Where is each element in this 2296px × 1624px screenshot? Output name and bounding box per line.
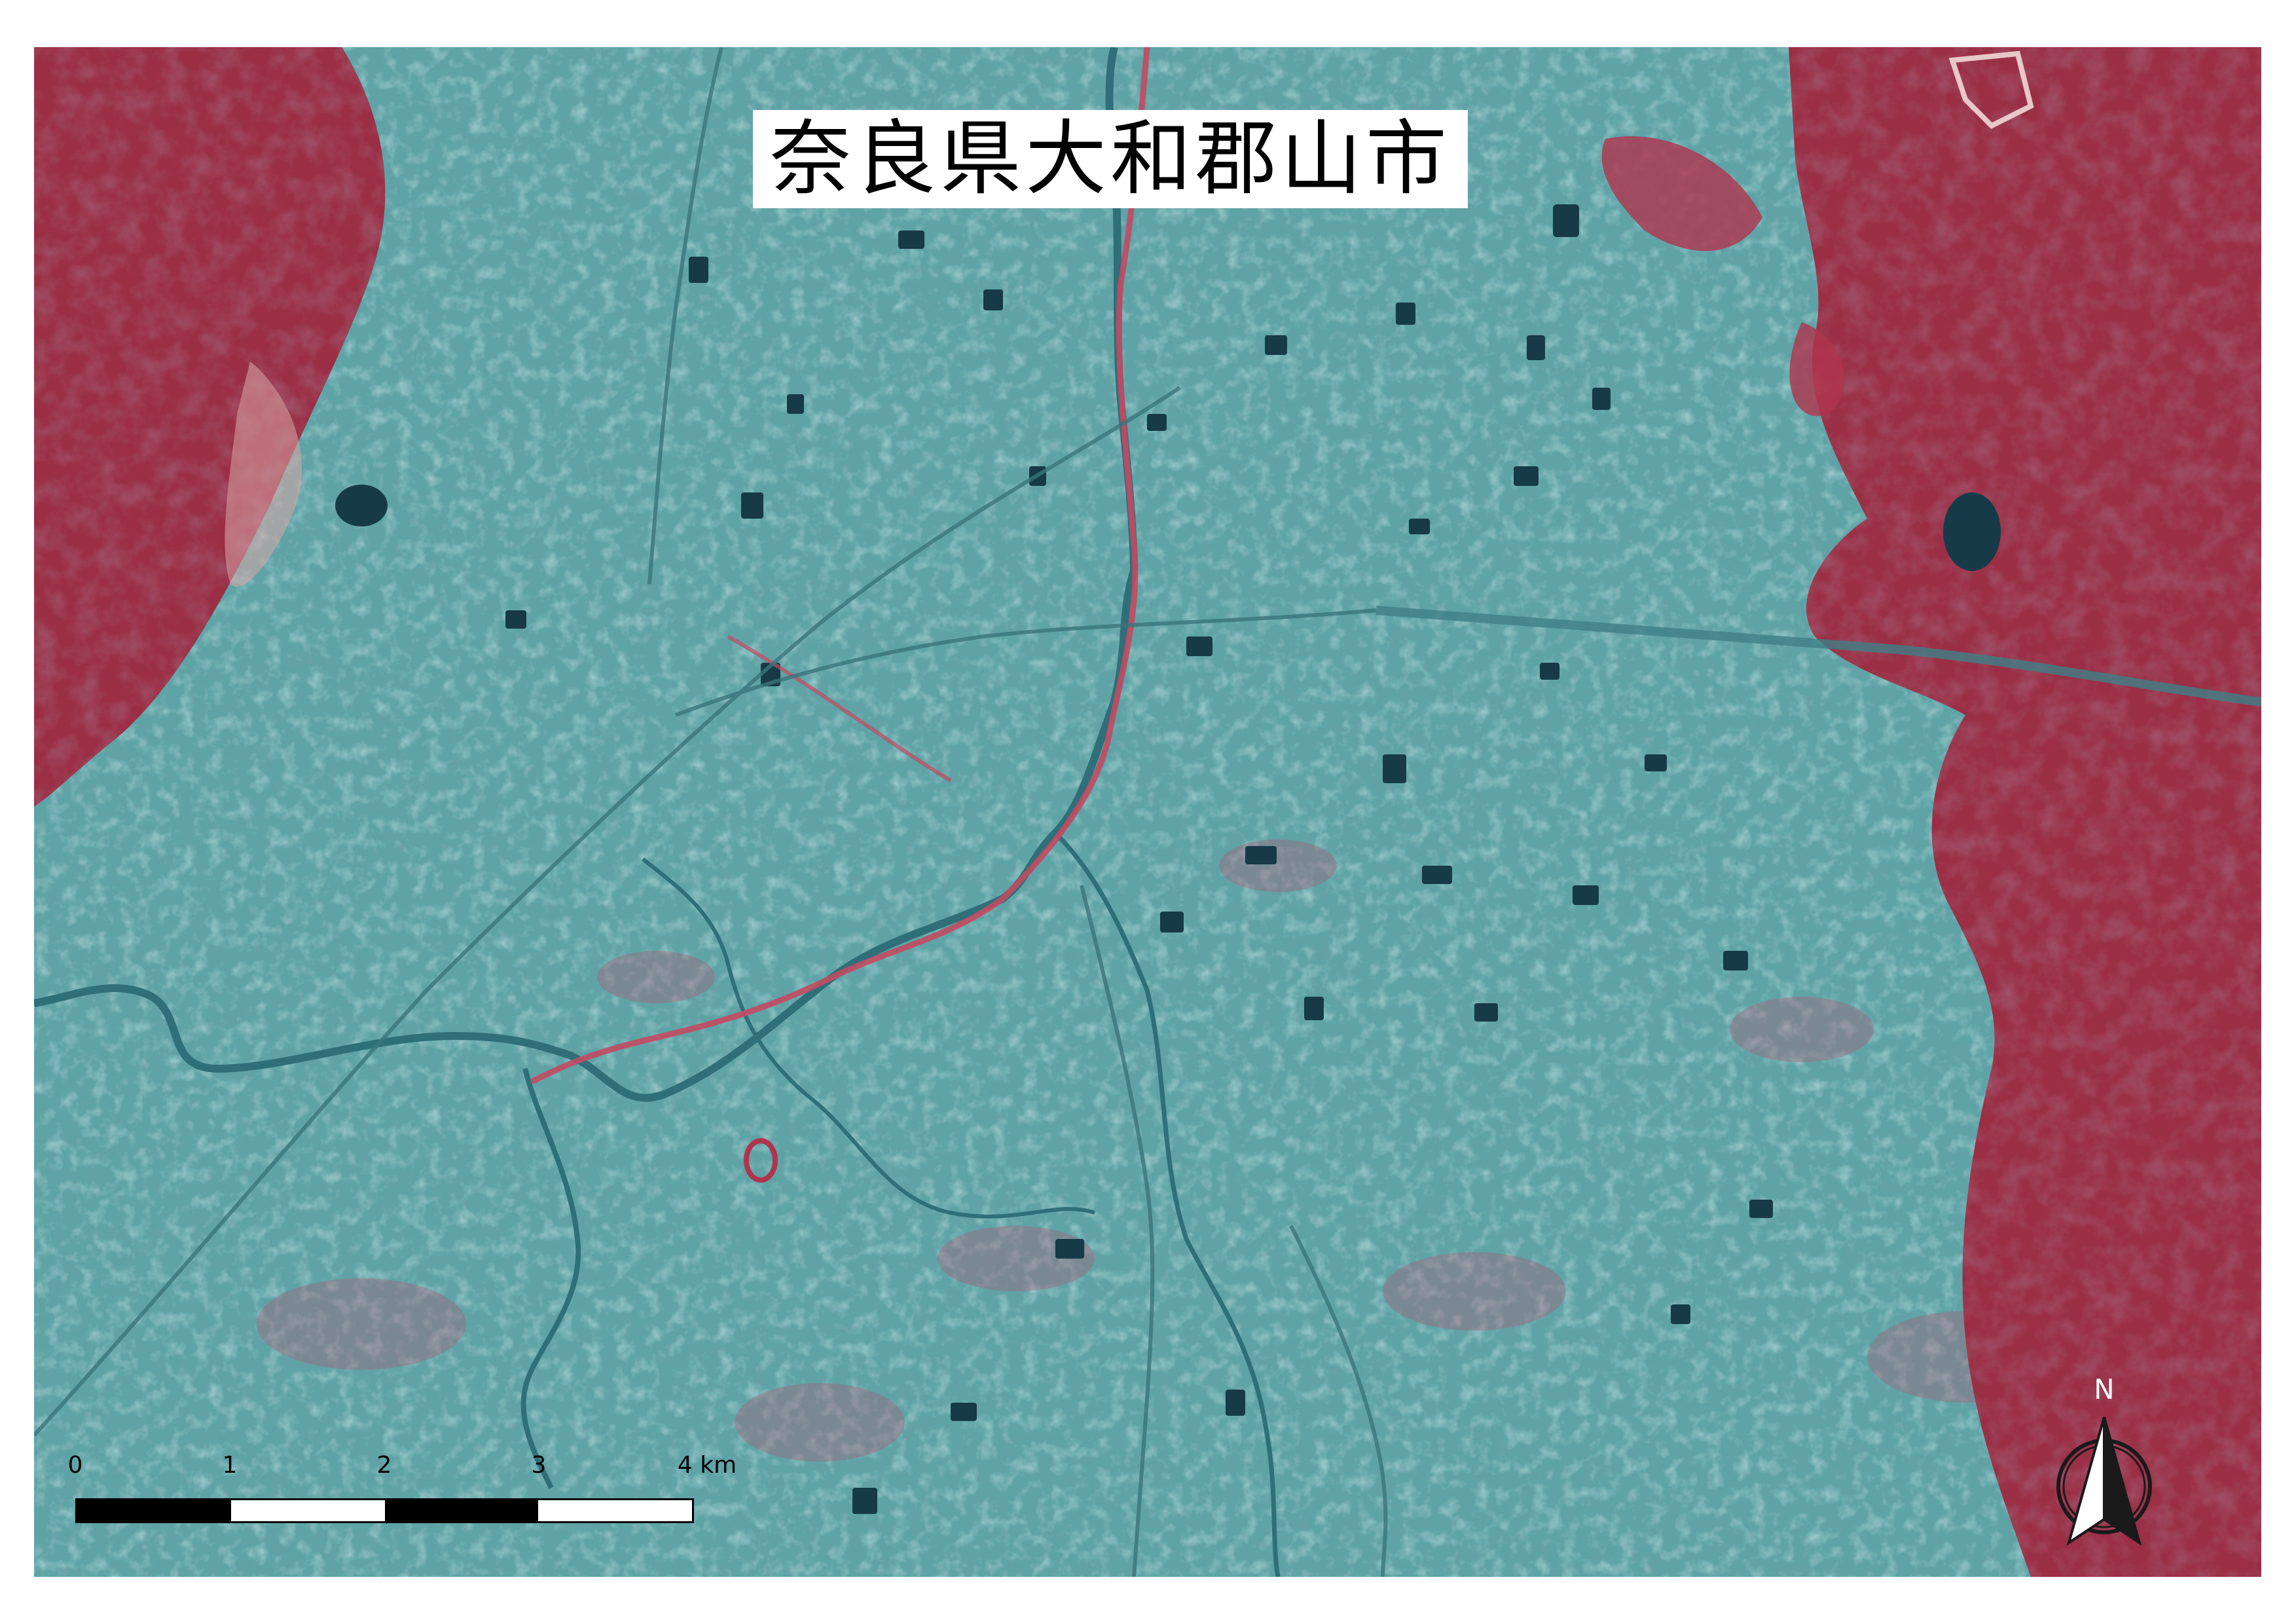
scale-label-4: 4 km <box>677 1452 737 1479</box>
scale-bar <box>75 1498 694 1523</box>
roads <box>34 47 1388 1577</box>
oval-track <box>744 1138 778 1183</box>
scale-label-2: 2 <box>376 1452 392 1479</box>
north-arrow-icon <box>2056 1416 2152 1546</box>
forest-west <box>34 47 388 807</box>
north-label: N <box>2094 1373 2115 1405</box>
map-title: 奈良県大和郡山市 <box>753 110 1468 208</box>
ponds <box>505 204 1773 1514</box>
scale-segment-4 <box>538 1500 692 1521</box>
scale-label-0: 0 <box>67 1452 83 1479</box>
railways <box>530 47 1150 1085</box>
scale-segment-3 <box>384 1500 539 1521</box>
scale-label-1: 1 <box>222 1452 238 1479</box>
vegetation-patches <box>257 840 2064 1462</box>
road-east-valley <box>1376 606 2261 707</box>
satellite-map[interactable] <box>34 47 2261 1577</box>
scale-segment-1 <box>77 1500 231 1521</box>
scale-segment-2 <box>230 1500 385 1521</box>
forest-east <box>1601 47 2261 1577</box>
scale-label-3: 3 <box>531 1452 547 1479</box>
